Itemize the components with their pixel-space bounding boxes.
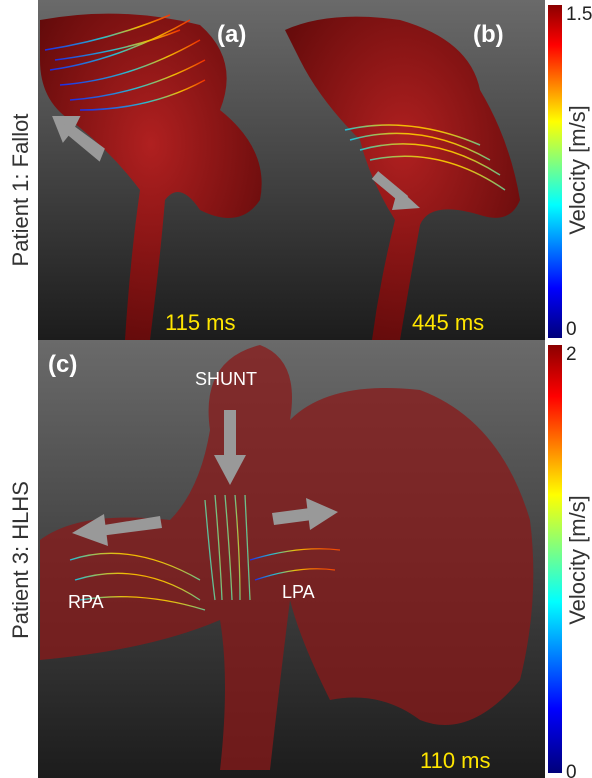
- panel-label: (c): [48, 351, 77, 378]
- row-title: Patient 3: HLHS: [8, 481, 33, 639]
- annotation: SHUNT: [195, 369, 257, 389]
- colorbar: [548, 345, 562, 773]
- colorbar-tick: 0: [566, 762, 577, 778]
- colorbar-tick: 0: [566, 319, 577, 340]
- panel-label: (a): [217, 21, 246, 48]
- colorbar: [548, 5, 562, 338]
- figure: (a) (b) 115 ms 445 ms (c) SHUNT RPA LPA …: [0, 0, 592, 778]
- colorbar-tick: 2: [566, 344, 577, 365]
- time-label: 445 ms: [412, 310, 484, 335]
- panel-label: (b): [473, 21, 504, 48]
- time-label: 115 ms: [165, 310, 236, 335]
- annotation: RPA: [68, 592, 104, 612]
- colorbar-title: Velocity [m/s]: [565, 495, 590, 625]
- annotation: LPA: [282, 582, 315, 602]
- colorbar-title: Velocity [m/s]: [565, 105, 590, 235]
- colorbar-tick: 1.5: [566, 4, 592, 25]
- time-label: 110 ms: [420, 748, 491, 773]
- row-title: Patient 1: Fallot: [8, 114, 33, 267]
